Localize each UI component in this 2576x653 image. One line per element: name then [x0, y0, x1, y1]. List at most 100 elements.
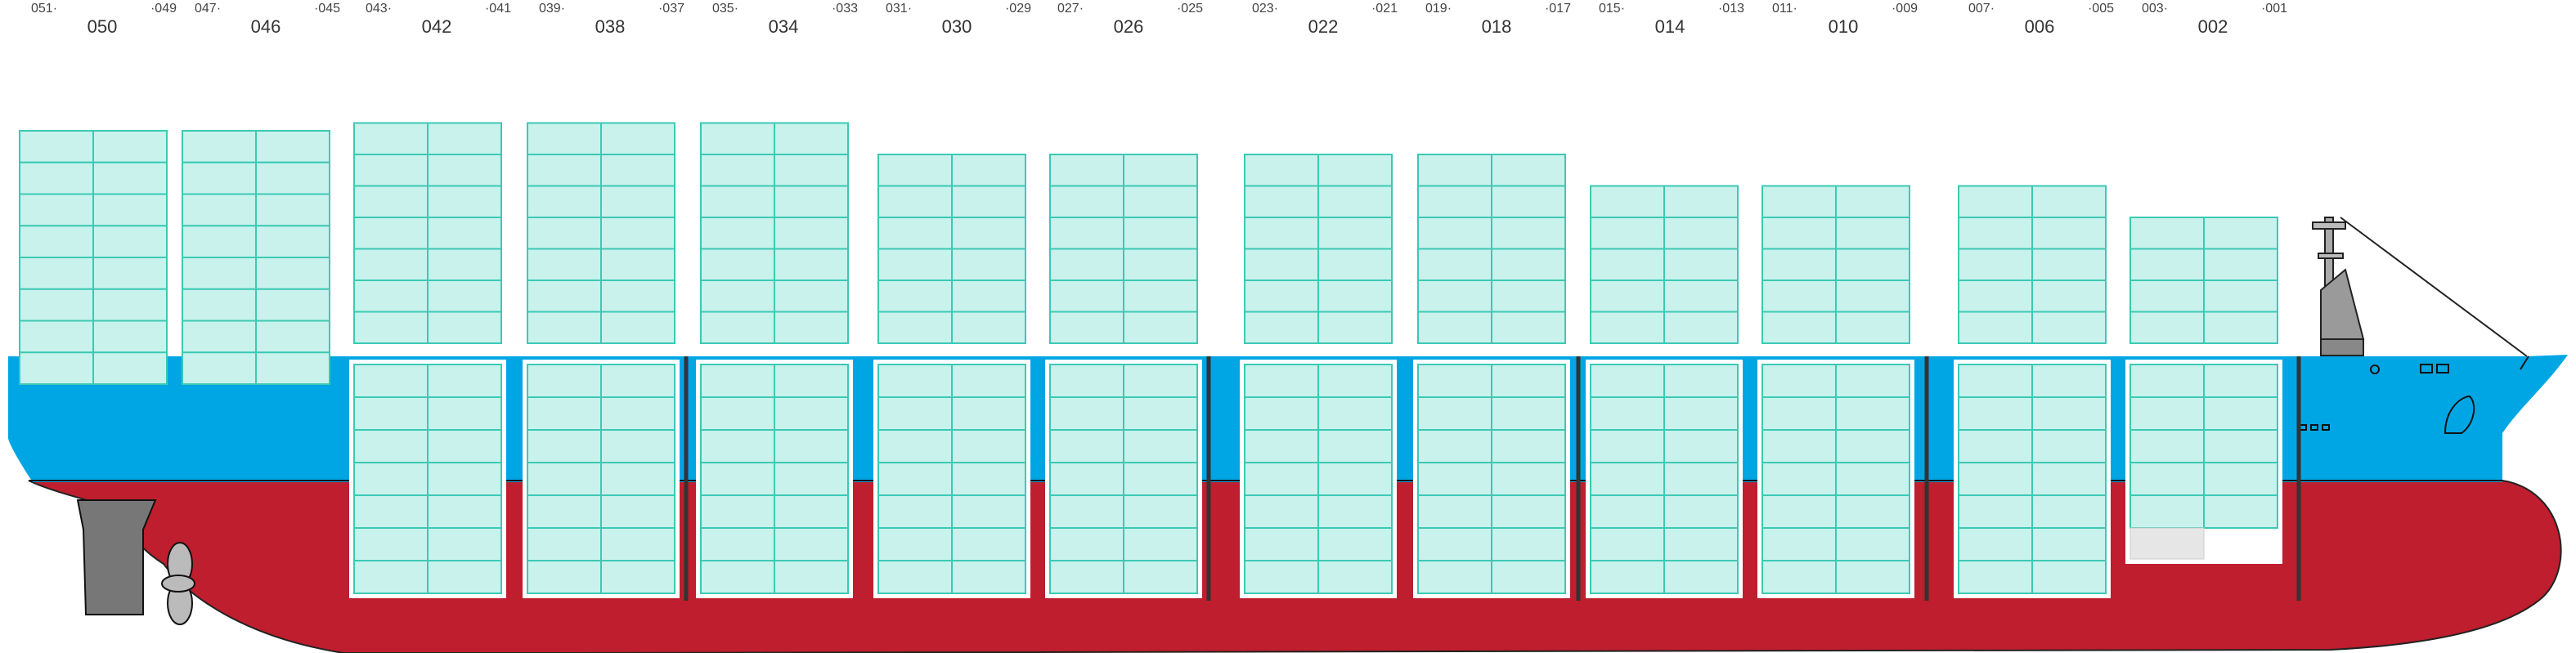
bay-label-fwd: ·045 — [313, 2, 340, 16]
hold-container — [527, 396, 602, 431]
deck-container — [774, 122, 849, 155]
deck-container — [527, 185, 602, 218]
hold-container — [2129, 462, 2205, 496]
hold-container — [353, 364, 429, 398]
deck-container — [1244, 280, 1319, 313]
deck-container — [182, 257, 257, 290]
bay-label-mid: 034 — [768, 16, 799, 37]
deck-container — [1049, 311, 1124, 344]
hold-container — [1417, 527, 1492, 561]
deck-container — [1049, 248, 1124, 281]
deck-container — [19, 320, 94, 354]
hold-container — [1761, 396, 1837, 431]
bay-label-group: 043· 042 ·041 — [351, 0, 523, 49]
bay-label-fwd: ·037 — [657, 2, 684, 16]
hold-container — [1317, 560, 1393, 594]
deck-container — [700, 311, 775, 344]
deck-container — [1835, 185, 1910, 218]
hold-container — [774, 527, 849, 561]
hold-container — [774, 364, 849, 398]
deck-container — [877, 154, 953, 187]
bay-label-mid: 018 — [1481, 16, 1512, 37]
hold-container — [427, 396, 502, 431]
deck-container — [92, 257, 168, 290]
bay-label-aft: 007· — [1968, 2, 1995, 16]
deck-container — [774, 248, 849, 281]
hold-container — [877, 527, 953, 561]
bay-label-mid: 042 — [421, 16, 452, 37]
hold-container — [1491, 560, 1566, 594]
deck-container — [1417, 311, 1492, 344]
bay-label-aft: 023· — [1252, 2, 1279, 16]
deck-container — [1244, 185, 1319, 218]
hold-container — [2031, 494, 2107, 529]
deck-container — [877, 217, 953, 250]
deck-container — [1491, 311, 1566, 344]
bay-label-group: 007· 006 ·005 — [1954, 0, 2125, 49]
hold-container — [700, 527, 775, 561]
hold-container — [951, 560, 1026, 594]
deck-container — [255, 161, 330, 195]
bay-label-fwd: ·001 — [2260, 2, 2287, 16]
deck-container — [2129, 217, 2205, 250]
hold-container — [1317, 396, 1393, 431]
deck-container — [774, 280, 849, 313]
hold-container — [600, 429, 675, 463]
hold-container — [1761, 560, 1837, 594]
deck-container — [1244, 248, 1319, 281]
hold-container — [1663, 462, 1739, 496]
hold-container — [877, 494, 953, 529]
hold-container — [1590, 560, 1665, 594]
hull-markings — [2299, 356, 2529, 434]
deck-container — [1123, 217, 1198, 250]
hold-container — [1317, 462, 1393, 496]
deck-container — [1123, 154, 1198, 187]
hold-container — [951, 429, 1026, 463]
hold-container — [1244, 429, 1319, 463]
hold-container — [427, 494, 502, 529]
bay-label-mid: 050 — [87, 16, 118, 37]
deck-container — [877, 185, 953, 218]
deck-container — [1663, 185, 1739, 218]
deck-container — [600, 280, 675, 313]
hold-container — [1590, 396, 1665, 431]
deck-container — [600, 185, 675, 218]
bay-label-fwd: ·033 — [831, 2, 858, 16]
deck-container — [1835, 217, 1910, 250]
hold-container — [527, 462, 602, 496]
deck-container — [255, 288, 330, 322]
hold-container — [1663, 396, 1739, 431]
hold-container — [774, 462, 849, 496]
hold-container — [1590, 429, 1665, 463]
bay-label-mid: 006 — [2024, 16, 2055, 37]
deck-container — [182, 320, 257, 354]
deck-container — [427, 280, 502, 313]
hold-container — [1049, 494, 1124, 529]
deck-container — [92, 225, 168, 258]
deck-container — [1663, 280, 1739, 313]
hold-container — [700, 396, 775, 431]
hold-container — [1835, 494, 1910, 529]
hold-container — [1958, 396, 2033, 431]
hold-container — [1835, 396, 1910, 431]
deck-container — [1958, 311, 2033, 344]
deck-container — [353, 217, 429, 250]
deck-container — [1590, 185, 1665, 218]
hold-container — [1835, 364, 1910, 398]
hold-container — [1958, 527, 2033, 561]
deck-container — [1761, 185, 1837, 218]
deck-container — [19, 130, 94, 163]
deck-container — [700, 217, 775, 250]
deck-container — [1317, 248, 1393, 281]
deck-container — [2203, 311, 2278, 344]
deck-container — [427, 122, 502, 155]
deck-container — [427, 154, 502, 187]
deck-container — [1244, 217, 1319, 250]
deck-container — [2031, 217, 2107, 250]
bay-label-fwd: ·017 — [1544, 2, 1571, 16]
hold-container — [1663, 364, 1739, 398]
deck-container — [527, 217, 602, 250]
hold-container — [700, 560, 775, 594]
hold-container — [600, 494, 675, 529]
hold-container — [600, 560, 675, 594]
